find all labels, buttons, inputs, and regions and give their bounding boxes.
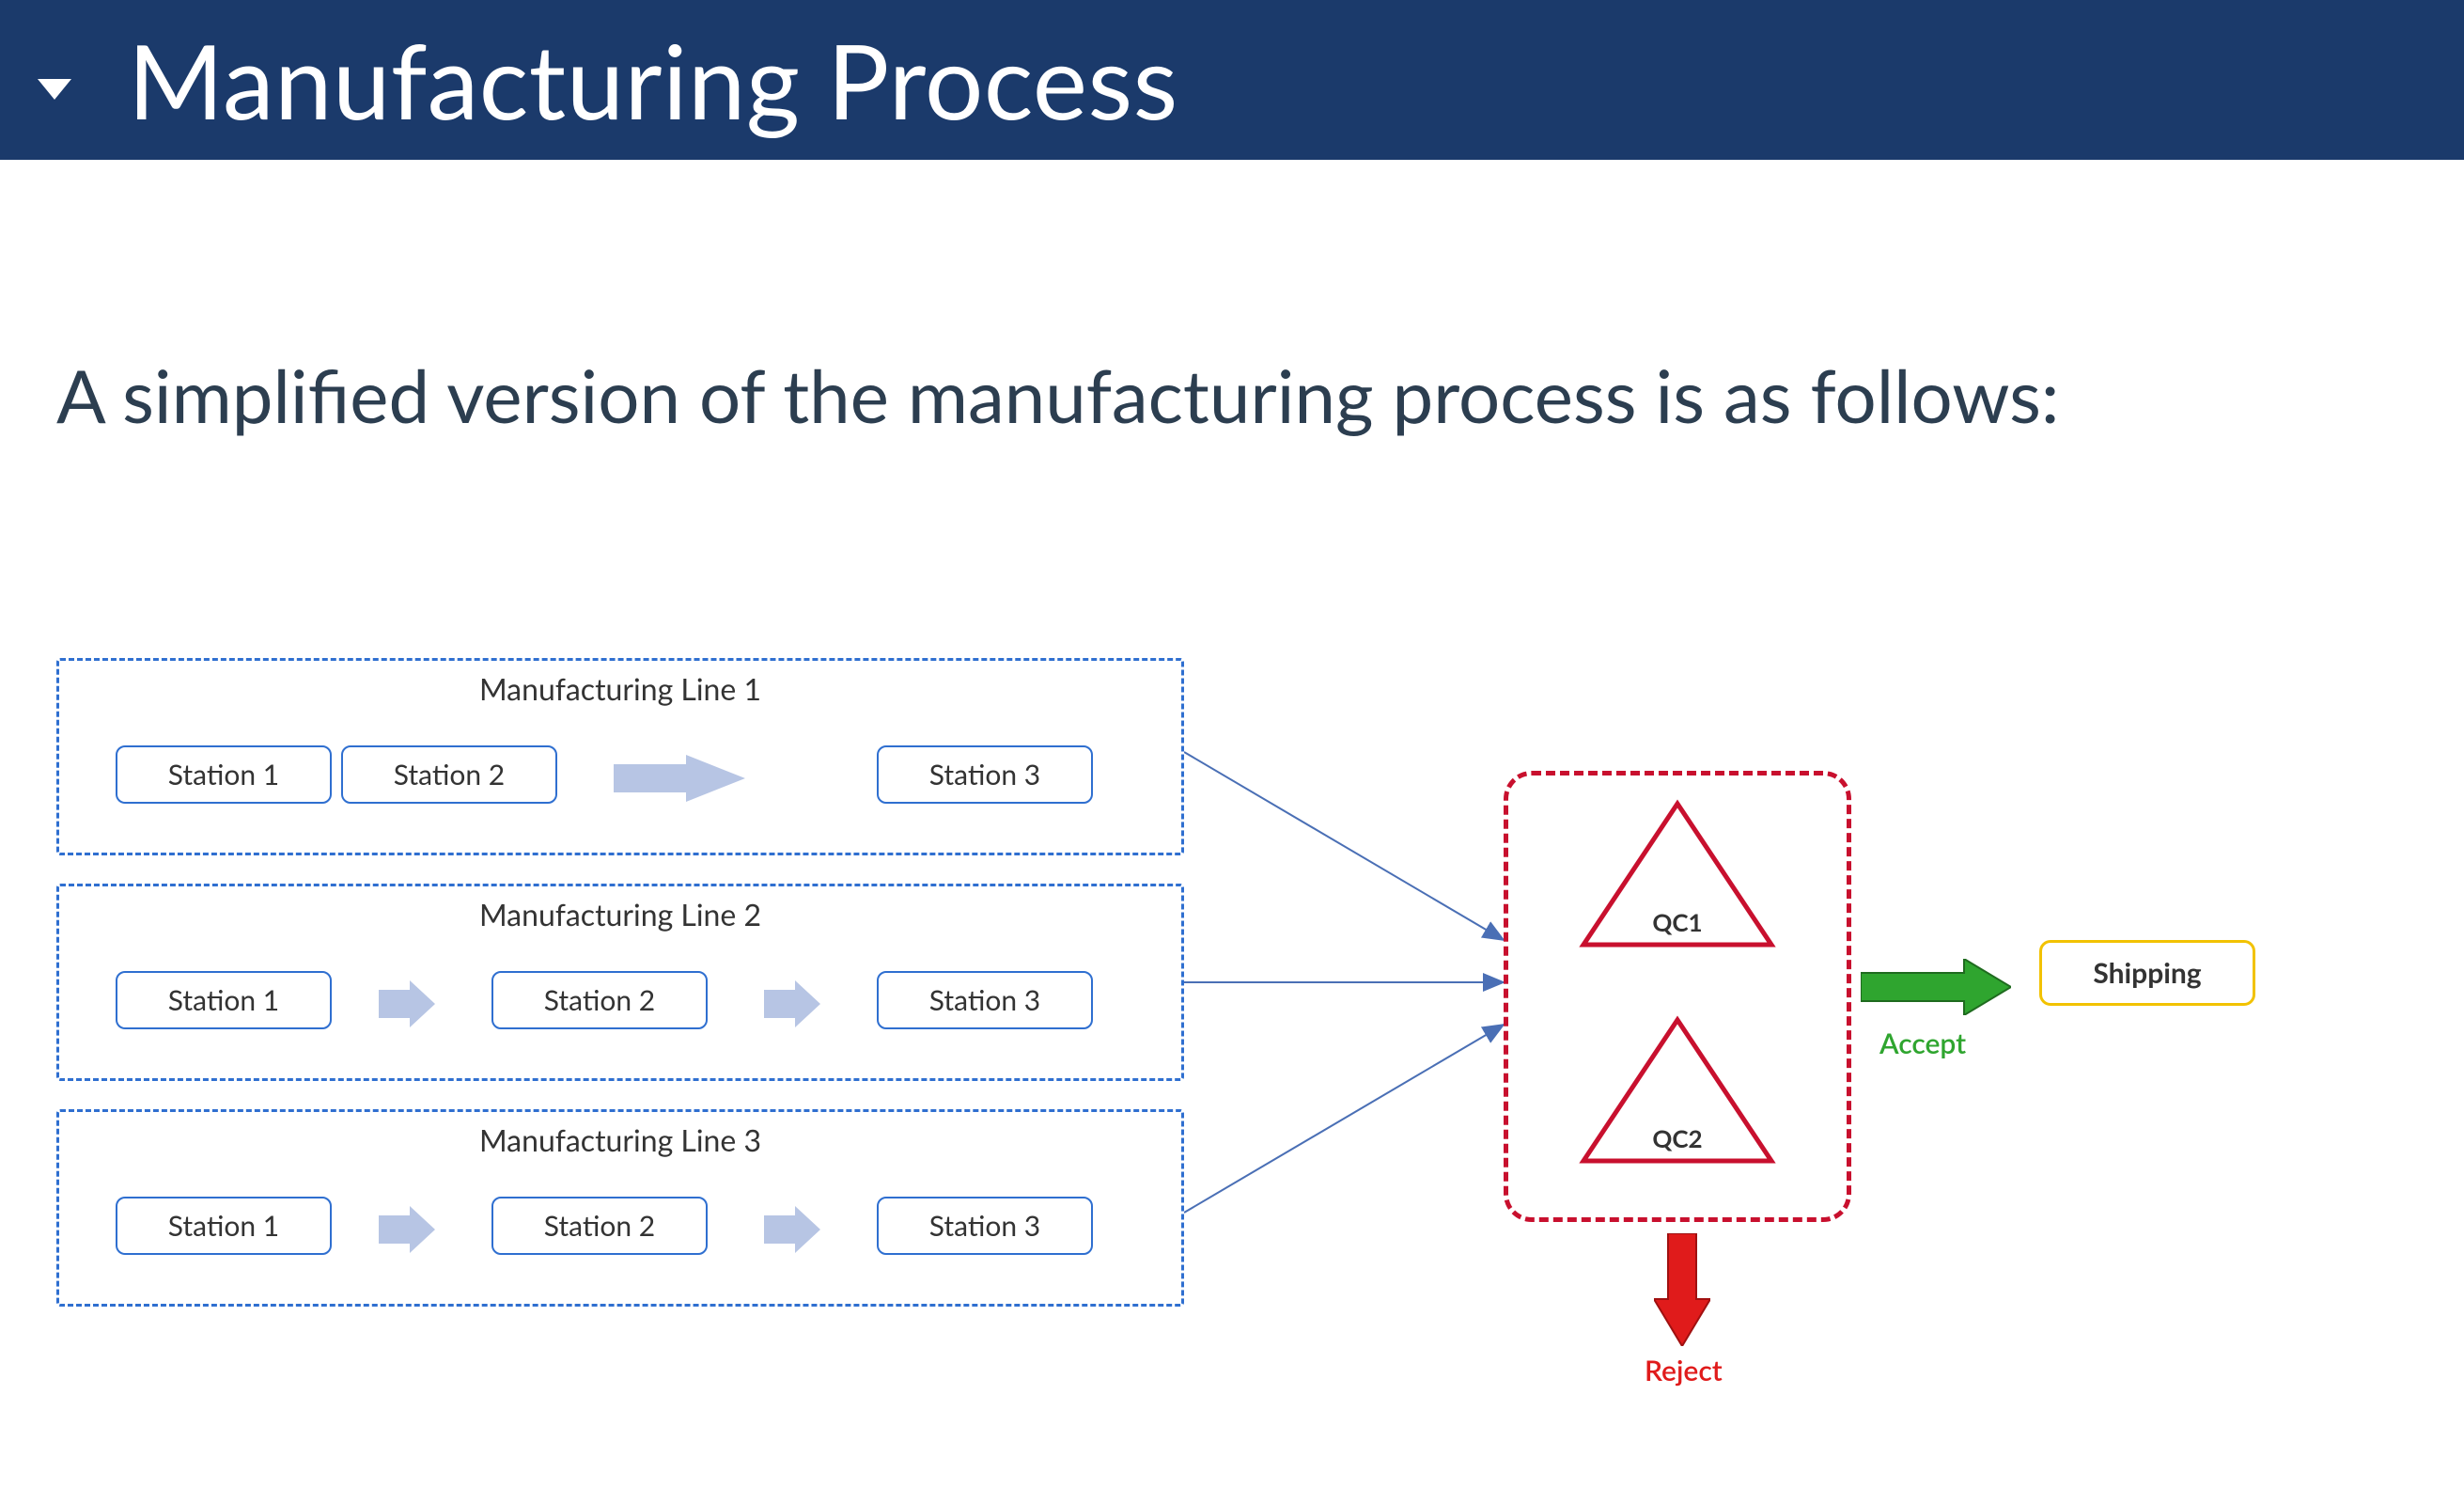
shipping-label: Shipping: [2093, 956, 2201, 990]
station-box: Station 1: [116, 1197, 332, 1255]
station-box: Station 2: [491, 971, 708, 1029]
line-title: Manufacturing Line 3: [59, 1121, 1181, 1158]
station-box: Station 2: [491, 1197, 708, 1255]
process-diagram: Manufacturing Line 1Station 1Station 2St…: [56, 658, 2406, 1410]
reject-arrow-icon: [1654, 1233, 1710, 1346]
station-box: Station 3: [877, 971, 1093, 1029]
slide: Manufacturing Process A simplified versi…: [0, 0, 2464, 1504]
station-box: Station 2: [341, 745, 557, 804]
flow-arrow-icon: [379, 1206, 435, 1253]
manufacturing-line-1: Manufacturing Line 1 Station 1Station 2 St…: [56, 658, 1184, 855]
body-text: A simplified version of the manufacturin…: [56, 338, 2312, 452]
qc1-label: QC1: [1652, 907, 1702, 937]
accept-arrow-icon: [1861, 959, 2011, 1015]
manufacturing-line-3: Manufacturing Line 3 Station 1 Station 2 St…: [56, 1109, 1184, 1307]
station-box: Station 1: [116, 971, 332, 1029]
qc2-label: QC2: [1652, 1123, 1702, 1153]
dropdown-icon[interactable]: [38, 79, 71, 100]
station-box: Station 3: [877, 745, 1093, 804]
flow-arrow-icon: [764, 1206, 820, 1253]
manufacturing-line-2: Manufacturing Line 2 Station 1 Station 2 St…: [56, 884, 1184, 1081]
header-bar: Manufacturing Process: [0, 0, 2464, 160]
line-title: Manufacturing Line 2: [59, 896, 1181, 932]
line-title: Manufacturing Line 1: [59, 670, 1181, 707]
station-box: Station 1: [116, 745, 332, 804]
qc-group: QC1 QC2: [1504, 771, 1851, 1222]
flow-arrow-icon: [764, 980, 820, 1027]
station-box: Station 3: [877, 1197, 1093, 1255]
flow-arrow-icon: [379, 980, 435, 1027]
shipping-box: Shipping: [2039, 940, 2255, 1006]
accept-label: Accept: [1879, 1026, 1966, 1060]
reject-label: Reject: [1645, 1354, 1723, 1387]
page-title: Manufacturing Process: [128, 18, 1178, 142]
flow-arrow-icon: [614, 755, 745, 802]
